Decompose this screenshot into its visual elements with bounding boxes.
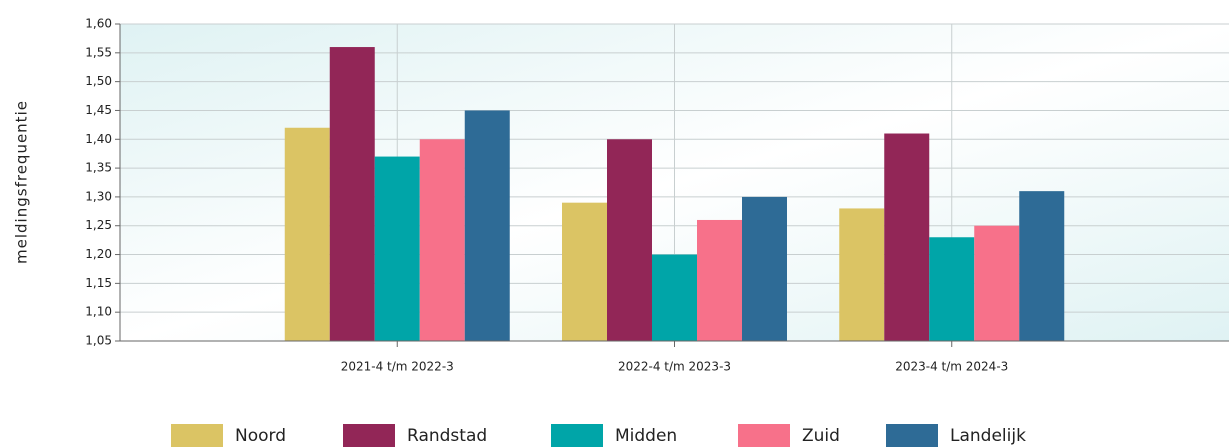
y-tick-label: 1,30 (85, 189, 112, 203)
bar (742, 196, 787, 341)
y-tick-label: 1,15 (85, 276, 112, 290)
y-tick-label: 1,45 (85, 103, 112, 117)
bar (562, 202, 607, 341)
y-tick-label: 1,20 (85, 247, 112, 261)
bar (419, 139, 465, 341)
x-tick-label: 2023-4 t/m 2024-3 (895, 360, 1008, 374)
bar (284, 127, 330, 341)
y-tick-label: 1,60 (85, 17, 112, 31)
legend-swatch (343, 424, 395, 447)
legend-swatch (886, 424, 938, 447)
bar (652, 254, 697, 341)
legend-label: Noord (235, 426, 286, 446)
y-tick-label: 1,50 (85, 74, 112, 88)
y-tick-label: 1,05 (85, 334, 112, 348)
legend-label: Randstad (407, 426, 487, 446)
y-tick-label: 1,40 (85, 132, 112, 146)
y-tick-label: 1,25 (85, 218, 112, 232)
bar (839, 208, 885, 341)
y-tick-label: 1,35 (85, 161, 112, 175)
bar (607, 139, 652, 341)
legend-swatch (551, 424, 603, 447)
legend-label: Landelijk (950, 426, 1026, 446)
y-axis-label: meldingsfrequentie (13, 100, 31, 264)
bar (329, 47, 375, 342)
bar (464, 110, 510, 341)
legend-label: Midden (615, 426, 677, 446)
y-tick-label: 1,55 (85, 45, 112, 59)
bar (1019, 191, 1065, 341)
x-tick-label: 2021-4 t/m 2022-3 (341, 360, 454, 374)
bar (374, 156, 420, 341)
legend-swatch (738, 424, 790, 447)
bar (884, 133, 930, 341)
y-tick-label: 1,10 (85, 305, 112, 319)
legend-swatch (171, 424, 223, 447)
legend-label: Zuid (802, 426, 840, 446)
bar (697, 219, 742, 341)
bar (974, 225, 1020, 341)
bar (929, 237, 975, 341)
x-tick-label: 2022-4 t/m 2023-3 (618, 360, 731, 374)
